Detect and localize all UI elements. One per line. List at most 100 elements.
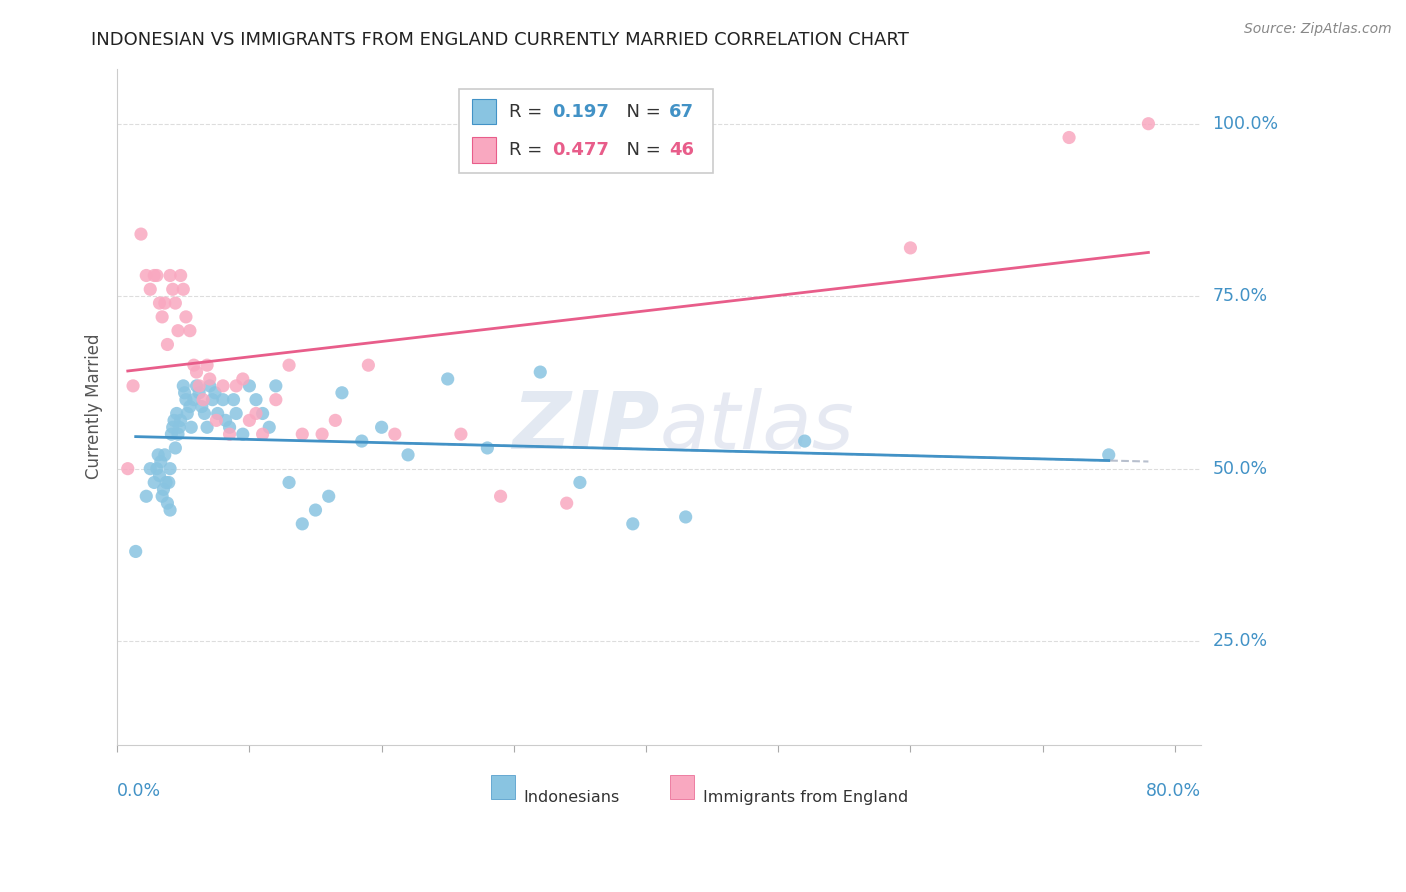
Point <box>214 413 236 427</box>
Point <box>675 510 697 524</box>
Bar <box>471 99 495 124</box>
Point <box>205 413 228 427</box>
Point <box>212 379 235 393</box>
Point <box>160 427 183 442</box>
Point <box>169 268 191 283</box>
Text: 80.0%: 80.0% <box>1146 781 1201 800</box>
Point <box>436 372 458 386</box>
Point <box>291 516 314 531</box>
Point <box>166 407 188 421</box>
Point <box>311 427 333 442</box>
Point <box>222 392 245 407</box>
Text: 100.0%: 100.0% <box>1212 115 1278 133</box>
Point <box>195 358 218 372</box>
Point <box>621 516 644 531</box>
Point <box>245 407 267 421</box>
Text: ZIP: ZIP <box>512 388 659 466</box>
Text: INDONESIAN VS IMMIGRANTS FROM ENGLAND CURRENTLY MARRIED CORRELATION CHART: INDONESIAN VS IMMIGRANTS FROM ENGLAND CU… <box>91 31 910 49</box>
Point <box>191 392 214 407</box>
Point <box>146 448 169 462</box>
Point <box>149 455 172 469</box>
Point <box>450 427 472 442</box>
Point <box>264 392 287 407</box>
Point <box>278 475 301 490</box>
Point <box>179 324 201 338</box>
Point <box>183 358 205 372</box>
Point <box>153 296 176 310</box>
Point <box>135 489 157 503</box>
Text: R =: R = <box>509 141 547 159</box>
Point <box>198 379 221 393</box>
Text: 0.0%: 0.0% <box>117 781 162 800</box>
Point <box>204 385 226 400</box>
Point <box>183 392 205 407</box>
Point <box>489 489 512 503</box>
Point <box>198 372 221 386</box>
Point <box>225 379 247 393</box>
Text: Source: ZipAtlas.com: Source: ZipAtlas.com <box>1244 22 1392 37</box>
Point <box>159 503 181 517</box>
Point <box>172 379 194 393</box>
Point <box>165 296 187 310</box>
Point <box>188 385 211 400</box>
Point <box>156 337 179 351</box>
Point <box>172 282 194 296</box>
Point <box>330 385 353 400</box>
Text: Indonesians: Indonesians <box>523 790 620 805</box>
Point <box>201 392 224 407</box>
Bar <box>671 775 695 798</box>
Text: N =: N = <box>614 103 666 121</box>
Point <box>146 268 169 283</box>
Point <box>152 483 174 497</box>
Point <box>207 407 229 421</box>
Point <box>155 475 177 490</box>
Bar <box>471 137 495 163</box>
Point <box>218 427 240 442</box>
Point <box>357 358 380 372</box>
Point <box>162 420 184 434</box>
Point <box>163 413 186 427</box>
Point <box>156 496 179 510</box>
Text: 46: 46 <box>669 141 695 159</box>
Point <box>370 420 392 434</box>
Point <box>232 372 254 386</box>
Point <box>174 310 197 324</box>
Text: N =: N = <box>614 141 666 159</box>
Point <box>176 407 198 421</box>
Point <box>153 448 176 462</box>
Point <box>350 434 373 448</box>
Point <box>238 379 260 393</box>
Point <box>129 227 152 241</box>
Point <box>150 489 173 503</box>
Point <box>218 420 240 434</box>
Point <box>900 241 922 255</box>
Point <box>159 268 181 283</box>
Point <box>159 461 181 475</box>
Point <box>225 407 247 421</box>
Point <box>179 400 201 414</box>
Point <box>122 379 145 393</box>
Point <box>477 441 499 455</box>
Point <box>186 379 208 393</box>
Point <box>148 468 170 483</box>
Point <box>180 420 202 434</box>
Point <box>252 407 274 421</box>
Point <box>150 310 173 324</box>
Point <box>384 427 406 442</box>
Point <box>167 324 190 338</box>
Point <box>186 365 208 379</box>
Point <box>568 475 591 490</box>
Point <box>169 420 191 434</box>
Point <box>793 434 815 448</box>
Point <box>212 392 235 407</box>
Point <box>125 544 148 558</box>
Point <box>167 427 190 442</box>
Point <box>195 420 218 434</box>
Point <box>232 427 254 442</box>
Point <box>555 496 578 510</box>
Point <box>238 413 260 427</box>
Text: R =: R = <box>509 103 547 121</box>
Point <box>1057 130 1080 145</box>
Point <box>139 282 162 296</box>
Point <box>148 296 170 310</box>
